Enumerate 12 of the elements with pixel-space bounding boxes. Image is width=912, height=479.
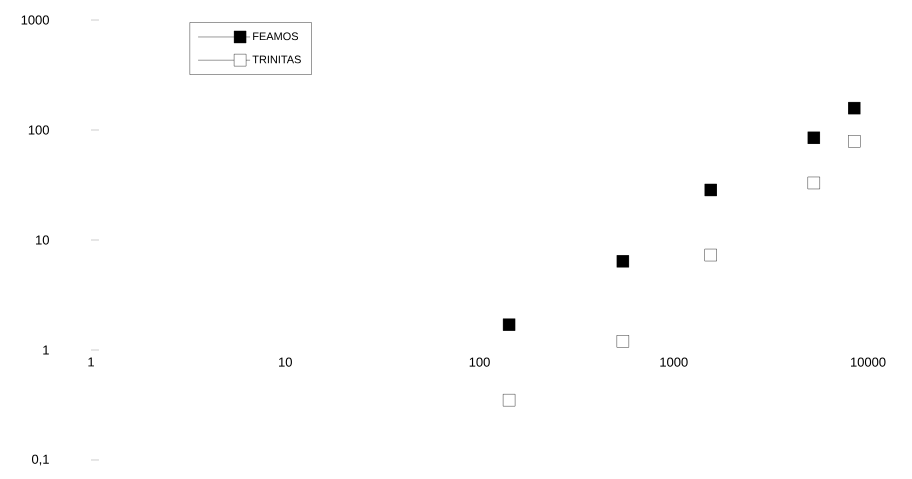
y-tick-label: 10 — [36, 235, 49, 245]
x-tick-label: 100 — [470, 358, 490, 367]
y-tick-label: 1 — [43, 346, 49, 354]
x-tick-label: 10000 — [850, 358, 886, 367]
y-tick-label: 1000 — [22, 15, 49, 25]
y-tick-label: 100 — [28, 125, 49, 135]
x-tick-label: 1 — [88, 358, 94, 366]
x-tick-label: 1000 — [660, 358, 688, 367]
x-tick-label: 10 — [279, 358, 292, 367]
legend-label: TRINITAS — [252, 56, 301, 64]
y-tick-label: 0,1 — [32, 454, 49, 466]
legend-label: FEAMOS — [253, 32, 298, 40]
